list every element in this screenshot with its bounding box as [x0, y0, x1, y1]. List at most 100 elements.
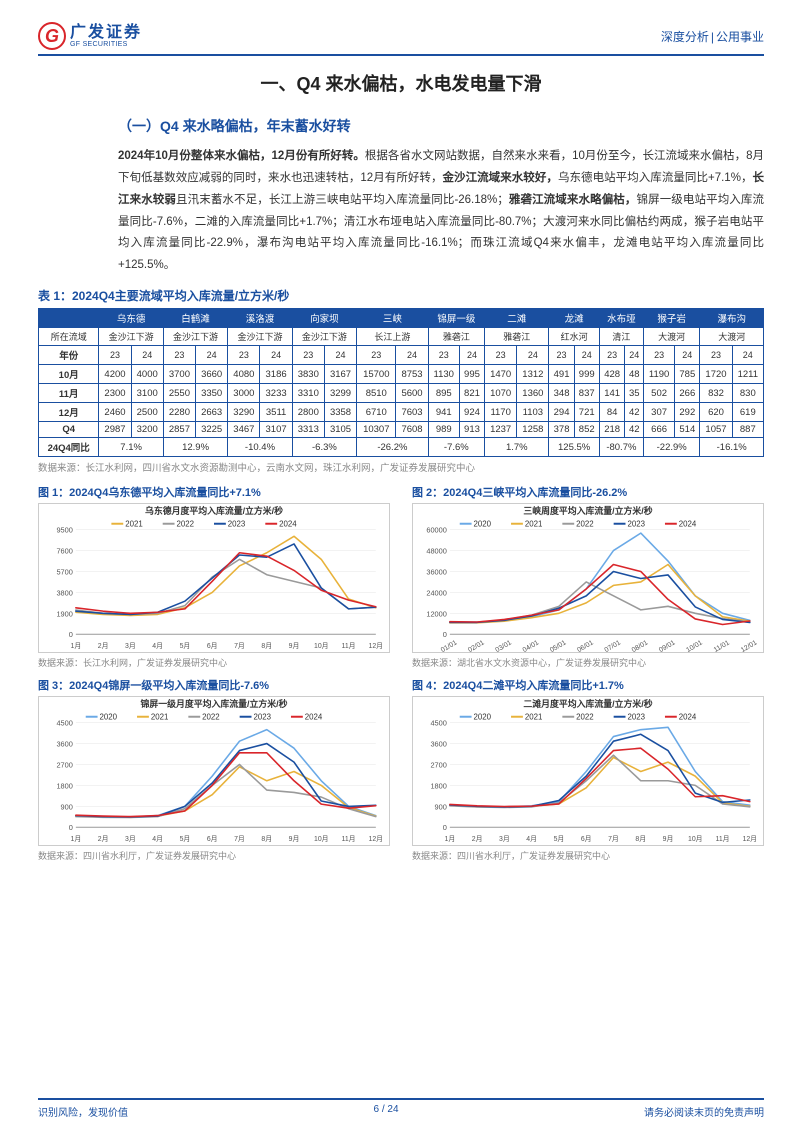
svg-text:0: 0	[69, 630, 73, 639]
table-cell: 24	[396, 346, 428, 365]
table-cell: 23	[428, 346, 459, 365]
logo: G 广发证券 GF SECURITIES	[38, 22, 142, 50]
svg-text:2023: 2023	[627, 713, 645, 722]
table-cell: 8753	[396, 365, 428, 384]
para-run: 乌东德电站平均入库流量同比+7.1%，	[558, 172, 753, 184]
table-cell: 292	[675, 403, 700, 422]
table-col-header: 白鹤滩	[163, 309, 227, 328]
svg-text:6月: 6月	[581, 835, 592, 843]
svg-text:三峡周度平均入库流量/立方米/秒: 三峡周度平均入库流量/立方米/秒	[523, 505, 652, 516]
svg-text:3月: 3月	[125, 642, 136, 650]
table-col-header: 龙滩	[549, 309, 599, 328]
table-cell: 红水河	[549, 328, 599, 346]
table-cell: 42	[625, 422, 643, 438]
table-cell: 4080	[228, 365, 260, 384]
svg-text:1800: 1800	[430, 781, 446, 790]
table-row: 11月2300310025503350300032333310329985105…	[39, 384, 764, 403]
table-cell: 金沙江下游	[228, 328, 292, 346]
table-cell: 3000	[228, 384, 260, 403]
table-cell: 3107	[260, 422, 292, 438]
table-cell: 1170	[485, 403, 517, 422]
table-cell: 348	[549, 384, 574, 403]
svg-text:5月: 5月	[180, 835, 191, 843]
table-cell: 924	[459, 403, 484, 422]
table-cell: 金沙江下游	[292, 328, 356, 346]
table-cell: 23	[163, 346, 195, 365]
table-cell: 雅砻江	[428, 328, 484, 346]
row-label: 所在流域	[39, 328, 99, 346]
svg-text:2020: 2020	[474, 520, 492, 529]
table-cell: 35	[625, 384, 643, 403]
table-cell: 23	[485, 346, 517, 365]
table-cell: 1470	[485, 365, 517, 384]
svg-text:4月: 4月	[526, 835, 537, 843]
table-cell: 48	[625, 365, 643, 384]
svg-text:2022: 2022	[576, 713, 594, 722]
svg-text:900: 900	[435, 802, 447, 811]
chart-source: 数据来源：四川省水利厅，广发证券发展研究中心	[412, 849, 764, 862]
page-footer: 识别风险，发现价值 6 / 24 请务必阅读末页的免责声明	[38, 1098, 764, 1119]
table-cell: 23	[549, 346, 574, 365]
table-cell: 7608	[396, 422, 428, 438]
table-cell: 10307	[357, 422, 396, 438]
table-cell: 2550	[163, 384, 195, 403]
chart-title: 图 2：2024Q4三峡平均入库流量同比-26.2%	[412, 484, 764, 500]
chart-canvas: 乌东德月度平均入库流量/立方米/秒20212022202320240190038…	[38, 503, 390, 653]
table-cell: 1103	[517, 403, 549, 422]
svg-text:0: 0	[69, 823, 73, 832]
svg-text:9月: 9月	[663, 835, 674, 843]
table-col-header: 二滩	[485, 309, 549, 328]
table-cell: 1258	[517, 422, 549, 438]
logo-en: GF SECURITIES	[70, 41, 142, 48]
table-cell: 23	[599, 346, 625, 365]
table-cell: 3313	[292, 422, 324, 438]
inflow-table: 乌东德白鹤滩溪洛渡向家坝三峡锦屏一级二滩龙滩水布垭猴子岩瀑布沟 所在流域 金沙江下…	[38, 308, 764, 457]
svg-text:10月: 10月	[688, 835, 703, 843]
table-cell: 24	[625, 346, 643, 365]
footer-right: 请务必阅读末页的免责声明	[644, 1104, 764, 1119]
header-category: 深度分析|公用事业	[661, 28, 764, 45]
svg-text:3月: 3月	[499, 835, 510, 843]
table-cell: 1312	[517, 365, 549, 384]
svg-text:09/01: 09/01	[658, 639, 677, 652]
table-cell: 3700	[163, 365, 195, 384]
table-cell: 3290	[228, 403, 260, 422]
table-cell: 大渡河	[643, 328, 699, 346]
table-cell: 2663	[196, 403, 228, 422]
table-cell: 23	[700, 346, 732, 365]
svg-text:2月: 2月	[98, 835, 109, 843]
row-label: 10月	[39, 365, 99, 384]
svg-text:2022: 2022	[202, 713, 220, 722]
table-header-row: 乌东德白鹤滩溪洛渡向家坝三峡锦屏一级二滩龙滩水布垭猴子岩瀑布沟	[39, 309, 764, 328]
svg-text:7月: 7月	[608, 835, 619, 843]
table-cell: 3511	[260, 403, 292, 422]
table-corner	[39, 309, 99, 328]
table-cell: 3225	[196, 422, 228, 438]
table-cell: 266	[675, 384, 700, 403]
table-cell: 7.1%	[99, 438, 163, 457]
table-cell: 2300	[99, 384, 131, 403]
table-cell: 1211	[732, 365, 763, 384]
table-cell: 23	[228, 346, 260, 365]
chart-block: 图 1：2024Q4乌东德平均入库流量同比+7.1% 乌东德月度平均入库流量/立方…	[38, 484, 390, 669]
row-label: Q4	[39, 422, 99, 438]
table-cell: 821	[459, 384, 484, 403]
table-cell: 1070	[485, 384, 517, 403]
chart-source: 数据来源：湖北省水文水资源中心，广发证券发展研究中心	[412, 656, 764, 669]
table-cell: 3105	[324, 422, 356, 438]
table-cell: 721	[574, 403, 599, 422]
table-cell: 15700	[357, 365, 396, 384]
svg-text:12月: 12月	[369, 835, 384, 843]
svg-text:7月: 7月	[234, 835, 245, 843]
svg-text:900: 900	[61, 802, 73, 811]
table-cell: 832	[700, 384, 732, 403]
chart-title: 图 1：2024Q4乌东德平均入库流量同比+7.1%	[38, 484, 390, 500]
table-cell: 1190	[643, 365, 674, 384]
chart-title: 图 3：2024Q4锦屏一级平均入库流量同比-7.6%	[38, 677, 390, 693]
table-cell: 3350	[196, 384, 228, 403]
svg-text:12/01: 12/01	[740, 639, 759, 652]
chart-source: 数据来源：四川省水利厅，广发证券发展研究中心	[38, 849, 390, 862]
body-paragraph: 2024年10月份整体来水偏枯，12月份有所好转。根据各省水文网站数据，自然来水…	[118, 146, 764, 277]
header-cat-a: 深度分析	[661, 30, 709, 44]
svg-text:2023: 2023	[228, 520, 246, 529]
